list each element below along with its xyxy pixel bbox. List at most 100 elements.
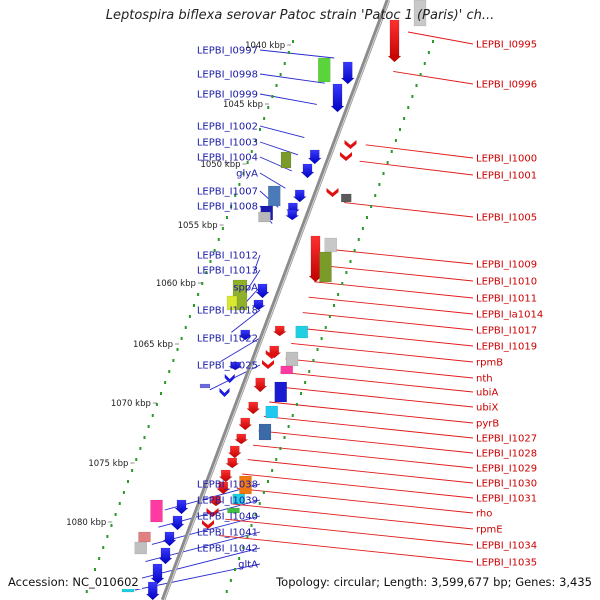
map-title: Leptospira biflexa serovar Patoc strain … xyxy=(105,8,495,23)
tick-dot-right xyxy=(229,579,232,582)
reverse-gene-label-19: LEPBI_I1030 xyxy=(476,479,537,490)
tick-dot-left xyxy=(94,568,96,571)
forward-gene-label-8: LEPBI_I1008 xyxy=(197,202,258,213)
forward-gene-label-17: LEPBI_I1040 xyxy=(197,512,258,523)
tick-dot-right xyxy=(386,161,389,164)
forward-gene-arrow-1 xyxy=(330,83,345,113)
reverse-gene-label-8: LEPBI_Ia1014 xyxy=(476,310,543,321)
reverse-gene-label-3: LEPBI_I1001 xyxy=(476,171,537,182)
reverse-connector-3 xyxy=(359,160,474,176)
forward-gene-label-4: LEPBI_I1003 xyxy=(197,138,258,149)
tick-dot-left xyxy=(131,469,134,472)
forward-gene-label-18: LEPBI_I1041 xyxy=(197,528,258,539)
reverse-connector-18 xyxy=(253,444,474,469)
tick-dot-right xyxy=(234,568,236,571)
forward-gene-label-12: LEPBI_I1018 xyxy=(197,306,258,317)
feature-block-grey-1 xyxy=(258,211,271,223)
tick-dot-right xyxy=(312,359,315,362)
forward-connector-6 xyxy=(259,172,286,189)
reverse-connector-13 xyxy=(280,371,474,393)
feature-block-grey-2 xyxy=(134,541,147,555)
tick-dot-left xyxy=(283,62,286,65)
scale-label-1: 1045 kbp xyxy=(223,100,263,110)
tick-dot-right xyxy=(328,315,331,318)
forward-gene-label-20: gltA xyxy=(238,560,258,571)
tick-dot-right xyxy=(316,348,319,351)
tick-dot-left xyxy=(160,392,162,395)
reverse-gene-label-0: LEPBI_I0995 xyxy=(476,40,537,51)
reverse-gene-chevron-6 xyxy=(202,520,214,529)
reverse-gene-chevron-1 xyxy=(340,152,352,161)
tick-dot-right xyxy=(275,458,278,461)
forward-gene-arrow-15 xyxy=(150,563,165,585)
tick-dot-right xyxy=(262,491,265,494)
tick-dot-left xyxy=(143,436,146,439)
feature-block-grey-3 xyxy=(413,0,427,27)
tick-dot-right xyxy=(271,469,274,472)
tick-dot-left xyxy=(110,524,113,527)
scale-labels: 1040 kbp 1045 kbp 1050 kbp 1055 kbp 1060 kbp… xyxy=(44,41,292,586)
reverse-connector-8 xyxy=(308,296,474,315)
scale-label-0: 1040 kbp xyxy=(245,41,285,51)
tick-dot-left xyxy=(259,128,261,131)
reverse-gene-arrow-7 xyxy=(234,433,249,445)
forward-gene-arrow-12 xyxy=(170,515,185,531)
tick-dot-right xyxy=(378,183,381,186)
feature-block-violet-1 xyxy=(199,383,211,389)
reverse-connector-19 xyxy=(247,459,474,484)
tick-dot-left xyxy=(118,502,121,505)
tick-dot-left xyxy=(254,139,257,142)
reverse-gene-arrow-10 xyxy=(218,469,233,483)
reverse-gene-label-10: LEPBI_I1019 xyxy=(476,342,537,353)
reverse-gene-label-7: LEPBI_I1011 xyxy=(476,294,537,305)
forward-gene-label-6: glyA xyxy=(236,169,258,180)
reverse-connector-20 xyxy=(242,473,474,499)
reverse-gene-label-15: pyrB xyxy=(476,419,499,430)
reverse-gene-chevron-4 xyxy=(262,360,274,369)
forward-gene-arrow-9 xyxy=(238,329,253,341)
forward-connector-12 xyxy=(231,309,261,333)
genome-backbone xyxy=(160,0,391,600)
forward-gene-arrow-0 xyxy=(340,61,355,85)
reverse-gene-chevron-0 xyxy=(344,140,357,149)
tick-dot-right xyxy=(283,436,286,439)
tick-dot-left xyxy=(275,84,278,87)
tick-dot-left xyxy=(246,161,249,164)
reverse-gene-arrow-6 xyxy=(238,417,253,431)
reverse-connector-10 xyxy=(296,327,474,347)
backbone-line xyxy=(160,0,391,600)
feature-block-grey-5 xyxy=(285,351,299,367)
tick-dot-right xyxy=(374,194,377,197)
reverse-gene-label-1: LEPBI_I0996 xyxy=(476,80,537,91)
tick-dot-right xyxy=(353,249,356,252)
tick-dot-left xyxy=(197,293,200,296)
feature-block-cyan-2 xyxy=(295,325,308,339)
feature-block-yellow-1 xyxy=(226,295,238,311)
tick-dot-left xyxy=(168,370,171,373)
reverse-gene-label-6: LEPBI_I1010 xyxy=(476,277,537,288)
tick-dot-left xyxy=(193,304,195,307)
forward-gene-label-11: sppA xyxy=(233,283,258,294)
tick-dot-left xyxy=(287,51,290,54)
tick-dot-right xyxy=(279,447,282,450)
reverse-connector-14 xyxy=(274,386,474,408)
reverse-gene-arrow-11 xyxy=(216,481,231,495)
reverse-gene-label-24: LEPBI_I1035 xyxy=(476,558,537,569)
tick-dot-right xyxy=(250,524,253,527)
feature-block-olive-1 xyxy=(280,151,292,169)
reverse-gene-chevron-3 xyxy=(265,350,278,359)
reverse-gene-label-22: rpmE xyxy=(476,525,503,536)
tick-dot-right xyxy=(333,304,335,307)
tick-dot-right xyxy=(366,216,368,219)
feature-block-darkgrey-1 xyxy=(341,193,352,203)
reverse-connector-5 xyxy=(326,248,474,265)
tick-dot-right xyxy=(411,95,414,98)
tick-dot-right xyxy=(246,535,249,538)
tick-dot-right xyxy=(394,139,397,142)
feature-block-pink-2 xyxy=(280,365,293,375)
tick-dot-right xyxy=(390,150,393,153)
reverse-gene-label-23: LEPBI_I1034 xyxy=(476,541,537,552)
forward-gene-chevron-0 xyxy=(224,374,235,383)
tick-dot-left xyxy=(147,425,150,428)
